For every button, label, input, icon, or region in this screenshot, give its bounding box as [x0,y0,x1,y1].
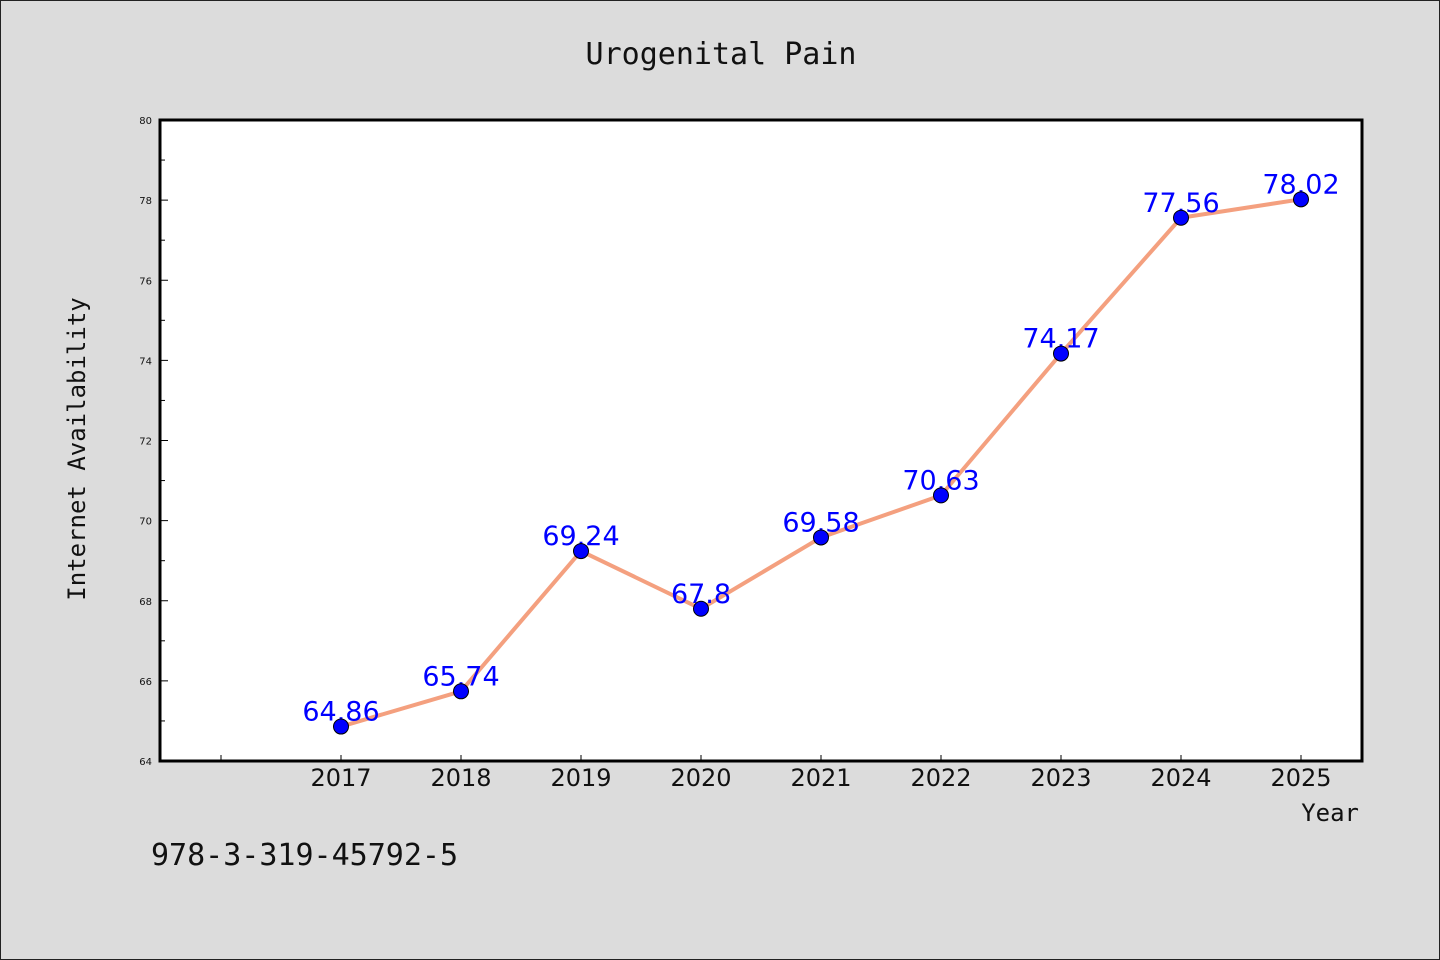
x-tick-label: 2020 [670,764,731,792]
plot-area [158,118,1364,763]
y-tick-label: 76 [139,276,152,287]
x-axis-label: Year [1301,799,1359,827]
y-tick-label: 72 [139,437,152,448]
data-point [453,683,469,700]
x-tick-label: 2019 [550,764,611,792]
footer-code: 978-3-319-45792-5 [151,838,458,873]
y-axis-label: Internet Availability [63,297,91,600]
data-point [1053,345,1069,362]
y-tick-label: 80 [139,116,152,127]
y-tick-label: 70 [139,517,152,528]
chart-title: Urogenital Pain [586,37,857,72]
y-tick-label: 66 [139,677,152,688]
x-axis: 2017 2018 2019 2020 2021 2022 2023 2024 2025 [220,755,1332,792]
data-point [333,718,349,735]
x-tick-label: 2017 [310,764,371,792]
data-point [1173,209,1189,226]
x-tick-label: 2023 [1030,764,1091,792]
x-tick-label: 2018 [430,764,491,792]
data-point [1293,191,1309,208]
x-tick-label: 2021 [790,764,851,792]
data-point [693,600,709,617]
y-tick-label: 74 [139,356,152,367]
data-point [573,543,589,560]
y-tick-label: 64 [139,757,152,768]
data-point [933,487,949,504]
data-point [813,529,829,546]
y-tick-label: 68 [139,597,152,608]
y-tick-label: 78 [139,196,152,207]
series-layer: 64.8665.7469.2467.869.5870.6374.1777.567… [302,169,1340,735]
x-tick-label: 2024 [1150,764,1211,792]
x-tick-label: 2025 [1270,764,1331,792]
x-tick-label: 2022 [910,764,971,792]
y-axis: 64 66 68 70 72 74 76 78 80 [139,116,168,768]
